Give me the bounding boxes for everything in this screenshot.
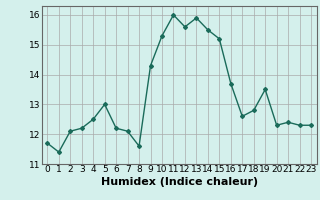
X-axis label: Humidex (Indice chaleur): Humidex (Indice chaleur) (100, 177, 258, 187)
